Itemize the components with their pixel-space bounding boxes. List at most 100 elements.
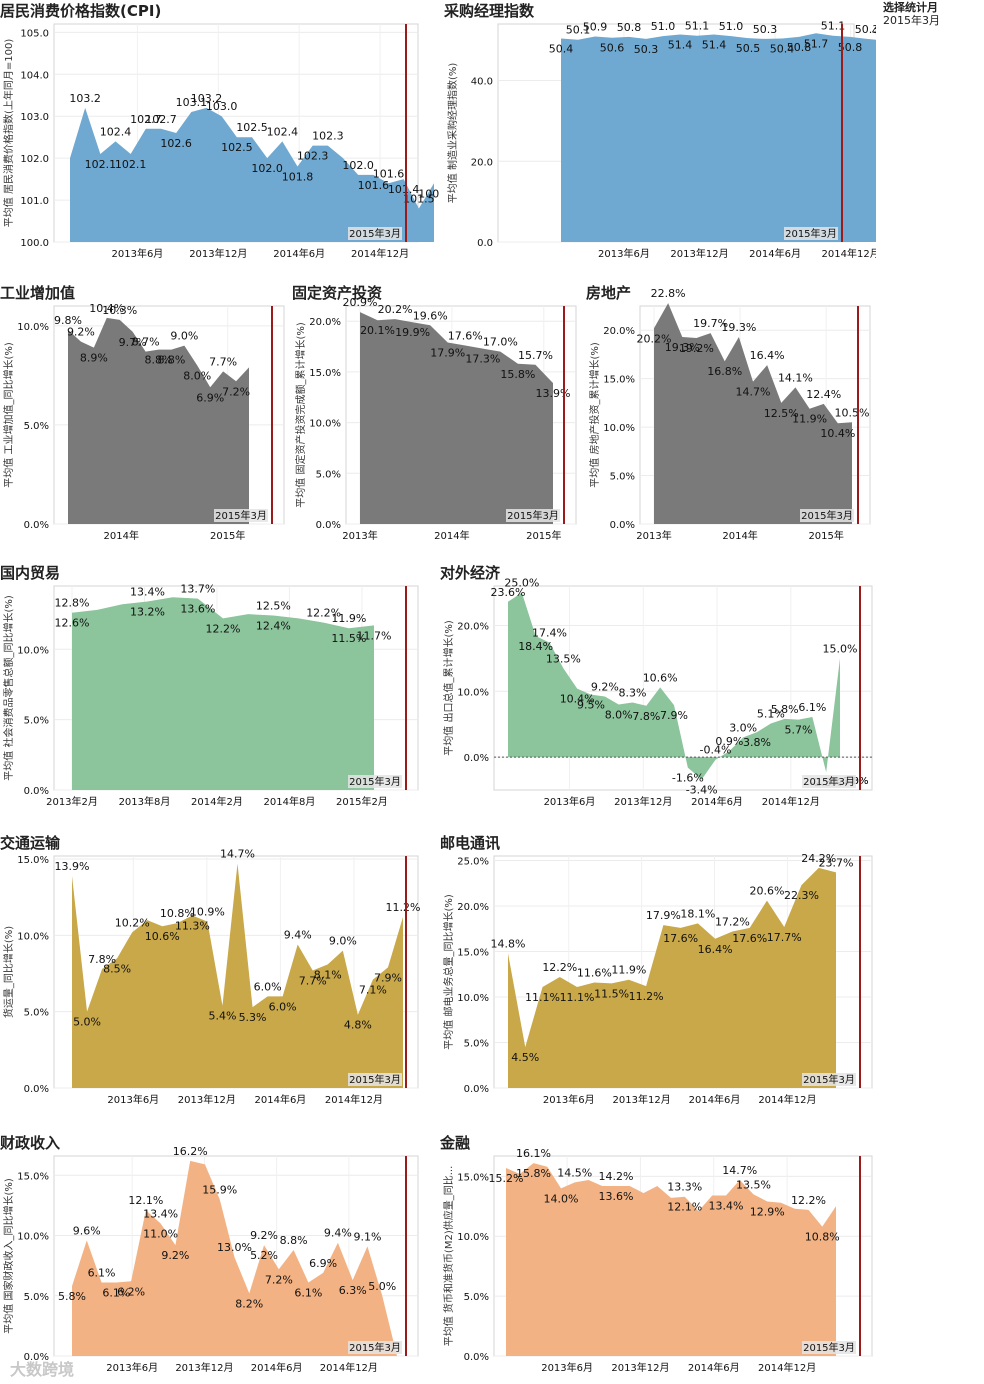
y-tick-label: 20.0%	[603, 326, 635, 337]
data-label: 13.6%	[599, 1190, 634, 1203]
data-label: 11.1%	[525, 991, 560, 1004]
y-axis-label: 平均值 国家财政收入_同比增长(%)	[2, 1178, 15, 1334]
data-label: 12.4%	[806, 388, 841, 401]
panel-title: 交通运输	[0, 834, 61, 852]
data-label: 4.5%	[511, 1051, 539, 1064]
data-label: 17.0%	[483, 336, 518, 349]
data-label: 14.2%	[599, 1170, 634, 1183]
series-area	[360, 312, 553, 524]
annotation-box	[214, 509, 268, 522]
x-tick-label: 2013年6月	[107, 1093, 159, 1106]
y-tick-label: 5.0%	[24, 421, 49, 432]
x-tick-label: 2014年2月	[191, 795, 243, 808]
panel-freight: 交通运输 0.0% 5.0% 10.0% 15.0% 2013年6月 2013年12月 20…	[0, 832, 440, 1118]
data-label: 8.5%	[103, 962, 131, 975]
data-label: 19.6%	[413, 309, 448, 322]
realestate-chart: 0.0% 5.0% 10.0% 15.0% 20.0% 2013年 2014年 2015年 20…	[588, 287, 871, 542]
panel-trade: 对外经济 0.0% 10.0% 20.0% 2013年6月 2013年12月 2014年6…	[440, 562, 876, 820]
x-tick-label: 2013年2月	[46, 795, 98, 808]
y-tick-label: 10.0%	[17, 645, 49, 656]
data-label: 11.3%	[175, 920, 210, 933]
data-label: 9.1%	[353, 1230, 381, 1243]
x-tick-label: 2014年6月	[273, 247, 325, 260]
fai-chart: 0.0% 5.0% 10.0% 15.0% 20.0% 2013年 2014年 2015年 20…	[294, 296, 577, 542]
data-label: 50.8	[838, 41, 863, 54]
x-tick-label: 2014年	[434, 529, 469, 542]
y-tick-label: 10.0%	[603, 423, 635, 434]
y-tick-label: 0.0%	[24, 1084, 49, 1095]
data-label: 10.6%	[145, 930, 180, 943]
series-area	[72, 597, 374, 790]
y-tick-label: 101.0	[20, 196, 49, 207]
data-label: 6.9%	[309, 1257, 337, 1270]
y-tick-label: 0.0%	[610, 520, 635, 531]
data-label: 12.1%	[667, 1201, 702, 1214]
x-tick-label: 2014年8月	[264, 795, 316, 808]
x-tick-label: 2014年6月	[688, 1361, 740, 1374]
month-selector-value[interactable]: 2015年3月	[883, 14, 940, 27]
data-label: 13.5%	[546, 652, 581, 665]
data-label: 6.0%	[254, 980, 282, 993]
series-area	[70, 107, 434, 242]
x-tick-label: 2013年12月	[613, 1093, 671, 1106]
y-tick-label: 0.0%	[24, 520, 49, 531]
annotation-box	[348, 1073, 402, 1086]
panel-retail: 国内贸易 0.0% 5.0% 10.0% 2013年2月 2013年8月 2014年2月 2…	[0, 562, 440, 820]
x-tick-label: 2013年8月	[119, 795, 171, 808]
data-label: 12.2%	[542, 961, 577, 974]
data-label: 13.4%	[709, 1200, 744, 1213]
data-label: 14.7%	[220, 848, 255, 861]
data-label: 11.9%	[792, 413, 827, 426]
data-label: 51.0	[651, 20, 676, 33]
data-label: 50.5	[736, 42, 761, 55]
data-label: 17.7%	[767, 931, 802, 944]
annotation-label: 2015年3月	[803, 1341, 855, 1354]
data-label: 16.1%	[516, 1147, 551, 1160]
y-tick-label: 105.0	[20, 28, 49, 39]
data-label: 15.9%	[202, 1183, 237, 1196]
y-axis-label: 平均值 货币和准货币(M2)供应量_同比...	[442, 1166, 455, 1347]
month-selector[interactable]: 选择统计月 2015年3月	[883, 1, 940, 27]
data-label: 13.2%	[130, 605, 165, 618]
data-label: 7.7%	[299, 974, 327, 987]
data-label: 17.3%	[465, 353, 500, 366]
annotation-box	[348, 775, 402, 788]
panel-title: 国内贸易	[0, 564, 61, 582]
data-label: 12.6%	[55, 617, 90, 630]
data-label: 17.6%	[448, 330, 483, 343]
data-label: 102.4	[267, 125, 299, 138]
data-label: 0.9%	[715, 735, 743, 748]
x-tick-label: 2013年6月	[543, 1093, 595, 1106]
data-label: 13.7%	[180, 583, 215, 596]
data-label: 8.8%	[280, 1234, 308, 1247]
data-label: 13.4%	[130, 585, 165, 598]
data-label: 13.5%	[736, 1178, 771, 1191]
annotation-label: 2015年3月	[349, 775, 401, 788]
data-label: 101.5	[403, 192, 435, 205]
annotation-label: 2015年3月	[349, 227, 401, 240]
data-label: 11.5%	[594, 987, 629, 1000]
x-tick-label: 2013年6月	[544, 795, 596, 808]
x-tick-label: 2014年12月	[758, 1361, 816, 1374]
fiscal-chart: 0.0% 5.0% 10.0% 15.0% 2013年6月 2013年12月 2014年6月…	[2, 1145, 419, 1374]
data-label: 101.6	[373, 167, 405, 180]
y-axis-label: 平均值 邮电业务总量_同比增长(%)	[442, 894, 455, 1050]
data-label: 19.7%	[693, 317, 728, 330]
data-label: 22.3%	[784, 889, 819, 902]
panel-title: 固定资产投资	[292, 284, 383, 302]
data-label: 5.3%	[239, 1011, 267, 1024]
y-tick-label: 15.0%	[603, 375, 635, 386]
x-tick-label: 2014年12月	[758, 1093, 816, 1106]
data-label: -3.4%	[686, 783, 718, 796]
y-tick-label: 102.0	[20, 154, 49, 165]
watermark: 大数跨境	[10, 1360, 75, 1379]
data-label: 6.1%	[294, 1287, 322, 1300]
data-label: 50.4	[770, 43, 795, 56]
data-label: 17.4%	[532, 627, 567, 640]
y-tick-label: 15.0%	[17, 855, 49, 866]
data-label: 9.4%	[284, 929, 312, 942]
data-label: 17.6%	[732, 932, 767, 945]
data-label: 13.9%	[536, 387, 571, 400]
data-label: 22.8%	[651, 287, 686, 300]
data-label: -1.6%	[672, 772, 704, 785]
